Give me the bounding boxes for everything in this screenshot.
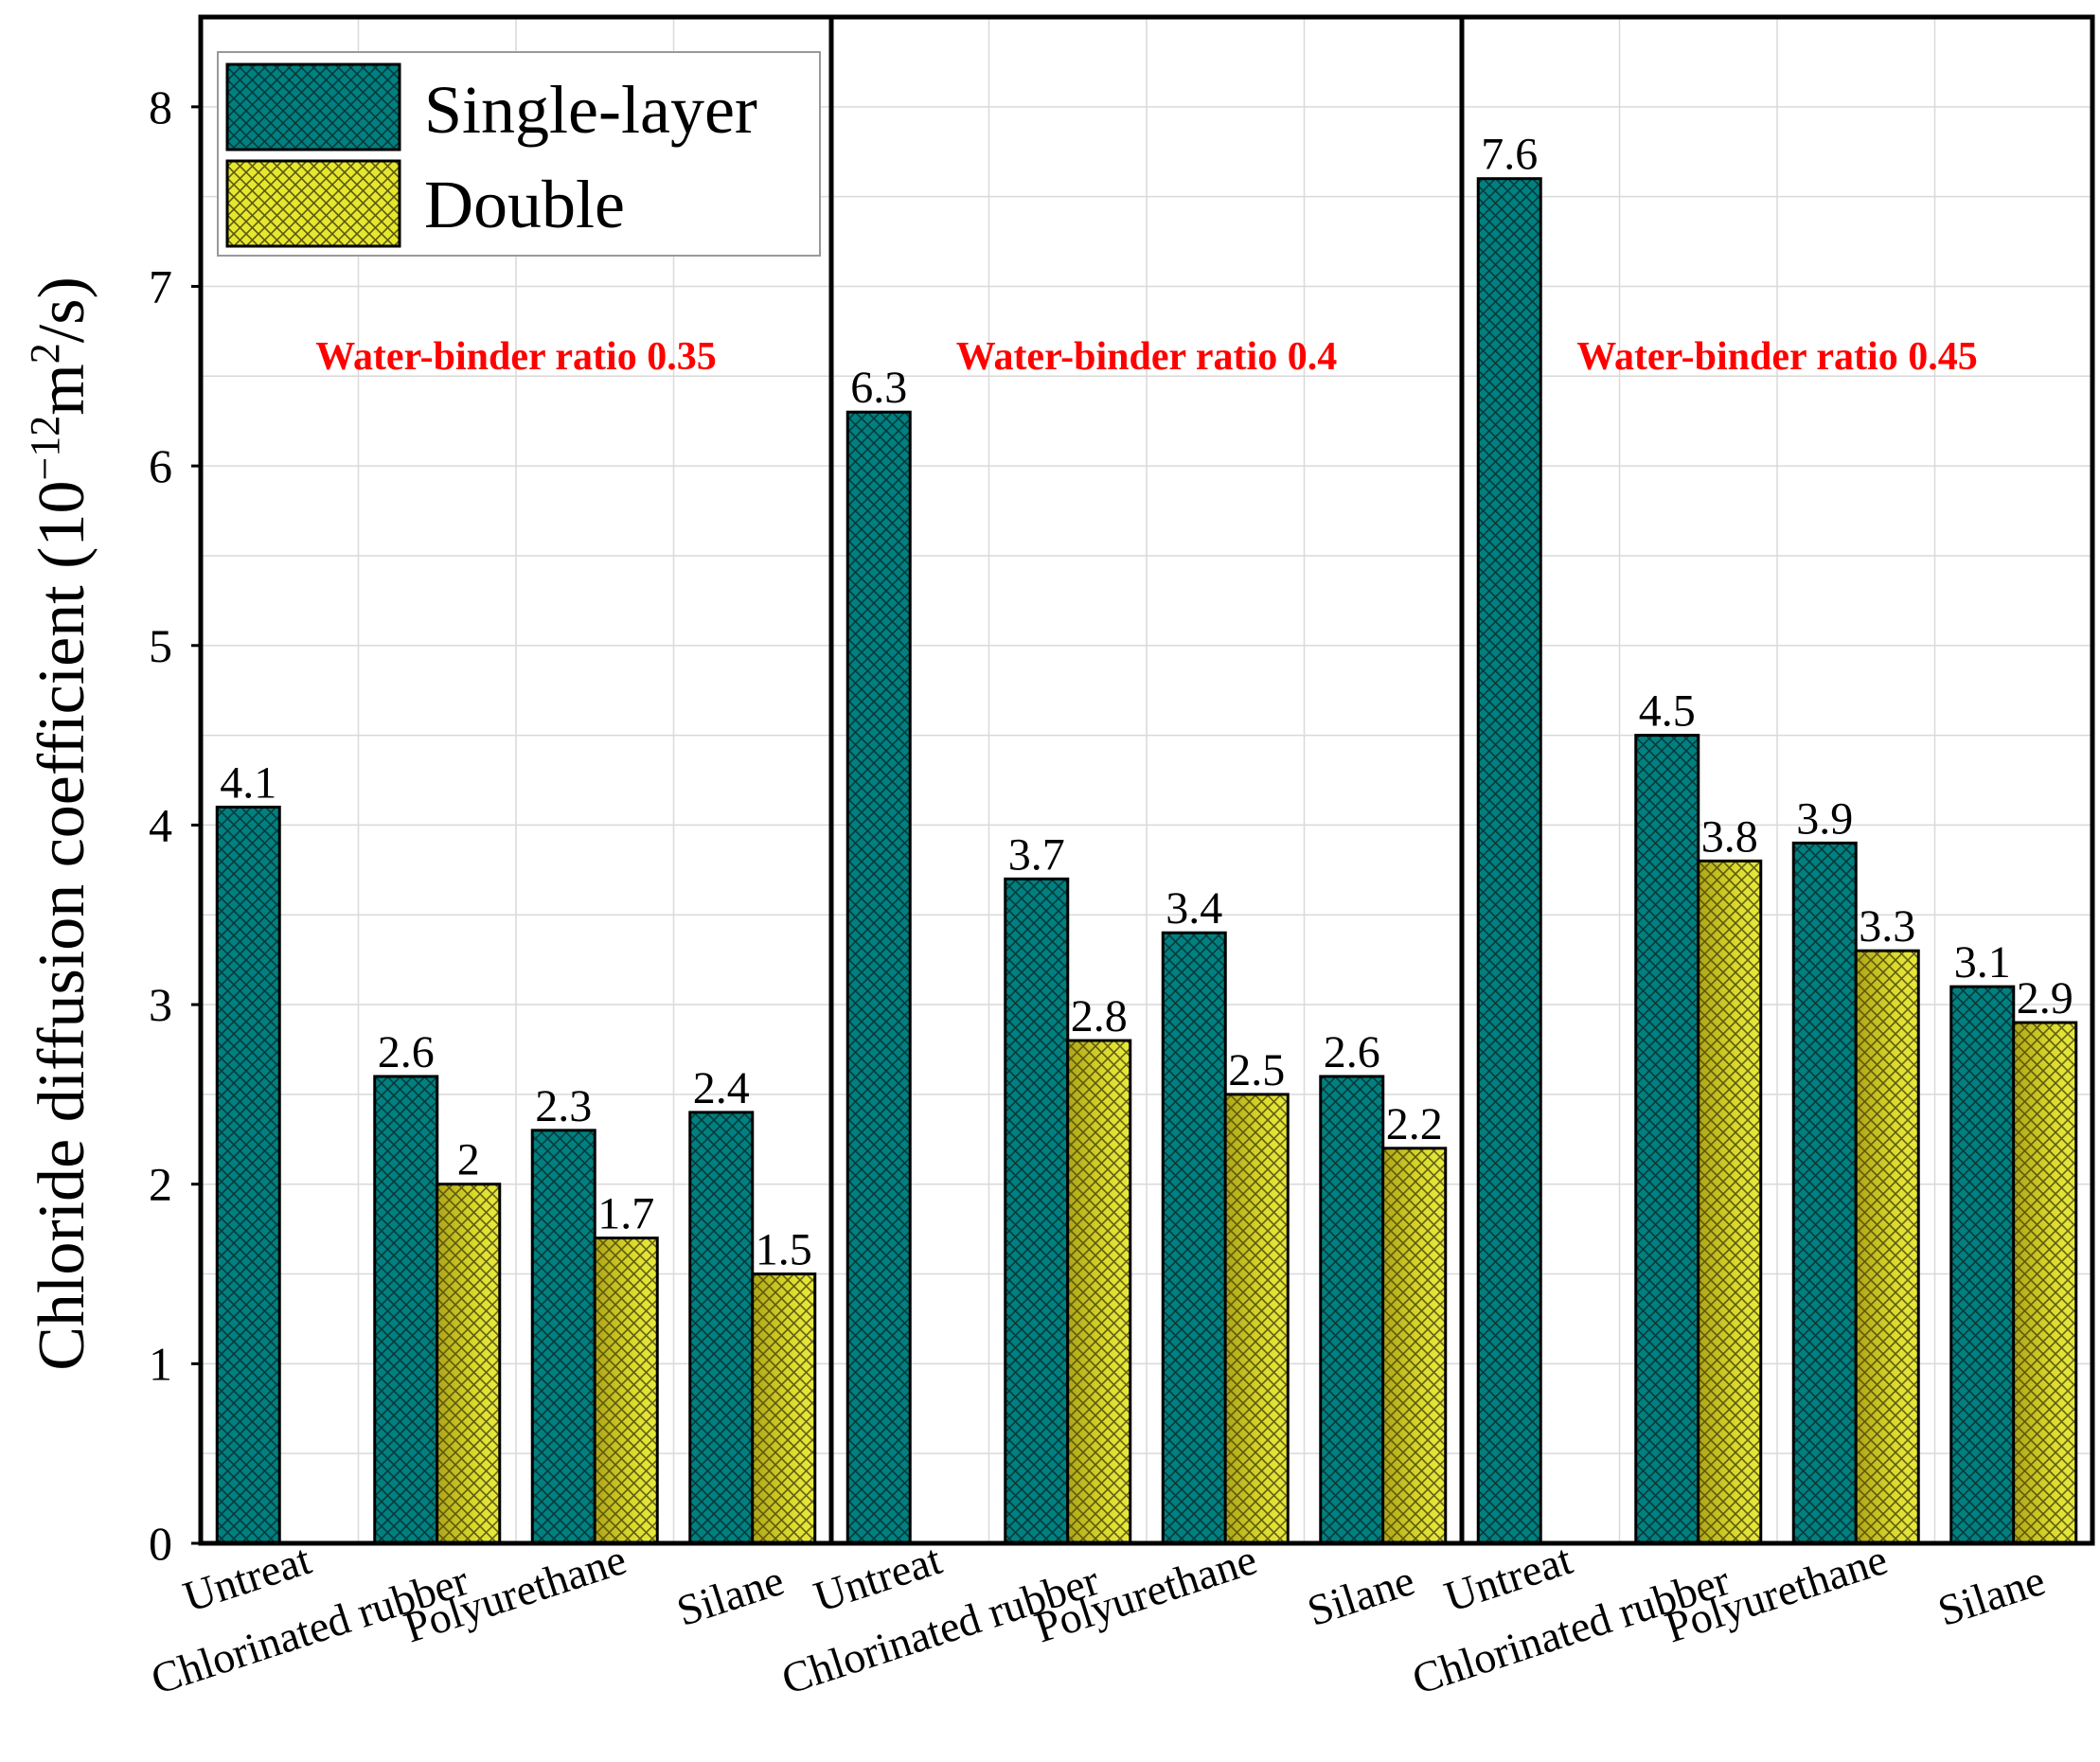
- group-titles: Water-binder ratio 0.35 Water-binder rati…: [315, 335, 1977, 379]
- category-label-silane-g3: Silane: [1932, 1556, 2051, 1635]
- y-tick-label: 7: [149, 259, 172, 312]
- bar-single-layer-polyurethane-g2: [1161, 931, 1227, 1545]
- data-label-single-layer-silane-g2: 2.6: [1324, 1027, 1380, 1077]
- data-label-single-layer-chlorinated-rubber-g2: 3.7: [1008, 829, 1065, 880]
- plot-border: [198, 14, 2095, 1546]
- bar-shading-polyurethane-g3: [1857, 952, 1917, 1542]
- data-label-double-chlorinated-rubber-g3: 3.8: [1701, 811, 1758, 862]
- bar-shading-silane-g2: [1384, 1149, 1445, 1542]
- group-title-3: Water-binder ratio 0.45: [1576, 335, 1977, 379]
- y-axis-title: Chloride diffusion coefficient (10−12m2/…: [22, 276, 98, 1371]
- bar-single-layer-chlorinated-rubber-g3: [1634, 734, 1700, 1545]
- data-label-double-silane-g1: 1.5: [756, 1225, 812, 1275]
- bar-single-layer-untreat-g1: [215, 805, 281, 1545]
- legend-label-single-layer: Single-layer: [424, 72, 757, 148]
- bar-single-layer-polyurethane-g1: [530, 1129, 596, 1545]
- legend-swatch-double: [225, 159, 401, 248]
- bar-shading-silane-g1: [754, 1275, 814, 1542]
- bar-shading-chlorinated-rubber-g2: [1069, 1041, 1130, 1542]
- group-title-1: Water-binder ratio 0.35: [315, 335, 716, 379]
- y-tick-label: 4: [149, 798, 172, 851]
- y-tick-label: 5: [149, 619, 172, 672]
- data-label-double-chlorinated-rubber-g1: 2: [457, 1135, 480, 1185]
- bar-shading-silane-g3: [2015, 1023, 2075, 1542]
- legend-swatch-single-layer: [225, 62, 401, 151]
- data-label-single-layer-untreat-g2: 6.3: [850, 363, 907, 413]
- plot-frame: [198, 14, 2095, 1546]
- bar-single-layer-untreat-g2: [845, 410, 912, 1545]
- data-label-single-layer-chlorinated-rubber-g1: 2.6: [378, 1027, 435, 1077]
- data-label-double-chlorinated-rubber-g2: 2.8: [1071, 991, 1128, 1041]
- data-label-single-layer-untreat-g1: 4.1: [220, 757, 276, 808]
- data-label-single-layer-silane-g3: 3.1: [1954, 937, 2011, 988]
- bars: [215, 177, 2078, 1545]
- y-tick-label: 8: [149, 80, 172, 133]
- bar-shading-polyurethane-g1: [596, 1239, 656, 1542]
- bar-shading-polyurethane-g2: [1226, 1095, 1287, 1542]
- data-label-double-silane-g2: 2.2: [1386, 1099, 1443, 1149]
- bar-single-layer-silane-g3: [1949, 985, 2016, 1545]
- data-label-single-layer-chlorinated-rubber-g3: 4.5: [1639, 686, 1696, 737]
- data-labels: 4.12.622.31.72.41.56.33.72.83.42.5 2.62.2…: [220, 130, 2073, 1275]
- bar-single-layer-untreat-g3: [1476, 177, 1542, 1545]
- bar-single-layer-chlorinated-rubber-g1: [373, 1075, 439, 1545]
- y-tick-label: 1: [149, 1337, 172, 1390]
- y-tick-label: 0: [149, 1517, 172, 1570]
- bar-shading-chlorinated-rubber-g3: [1700, 862, 1760, 1542]
- category-label-silane-g1: Silane: [671, 1556, 790, 1635]
- bar-single-layer-silane-g1: [688, 1111, 755, 1545]
- bar-single-layer-polyurethane-g3: [1791, 841, 1858, 1545]
- data-label-single-layer-untreat-g3: 7.6: [1481, 130, 1538, 180]
- y-tick-label: 6: [149, 439, 172, 492]
- y-tick-label: 2: [149, 1158, 172, 1211]
- data-label-double-polyurethane-g1: 1.7: [597, 1189, 654, 1239]
- legend-label-double: Double: [424, 167, 625, 242]
- data-label-single-layer-polyurethane-g1: 2.3: [535, 1081, 592, 1131]
- legend: Single-layer Double: [217, 51, 821, 257]
- y-axis-ticks: 0 1 2 3 4 5 6 7 8: [149, 80, 201, 1570]
- data-label-double-polyurethane-g3: 3.3: [1859, 901, 1915, 952]
- group-title-2: Water-binder ratio 0.4: [956, 335, 1337, 379]
- data-label-single-layer-polyurethane-g2: 3.4: [1166, 883, 1222, 934]
- category-label-silane-g2: Silane: [1302, 1556, 1420, 1635]
- y-tick-label: 3: [149, 978, 172, 1031]
- bar-single-layer-silane-g2: [1319, 1075, 1385, 1545]
- bar-shading-chlorinated-rubber-g1: [438, 1185, 499, 1542]
- data-label-double-polyurethane-g2: 2.5: [1228, 1045, 1285, 1095]
- data-label-single-layer-silane-g1: 2.4: [693, 1063, 750, 1113]
- data-label-single-layer-polyurethane-g3: 3.9: [1796, 793, 1853, 844]
- bar-single-layer-chlorinated-rubber-g2: [1004, 877, 1070, 1545]
- data-label-double-silane-g3: 2.9: [2017, 973, 2073, 1023]
